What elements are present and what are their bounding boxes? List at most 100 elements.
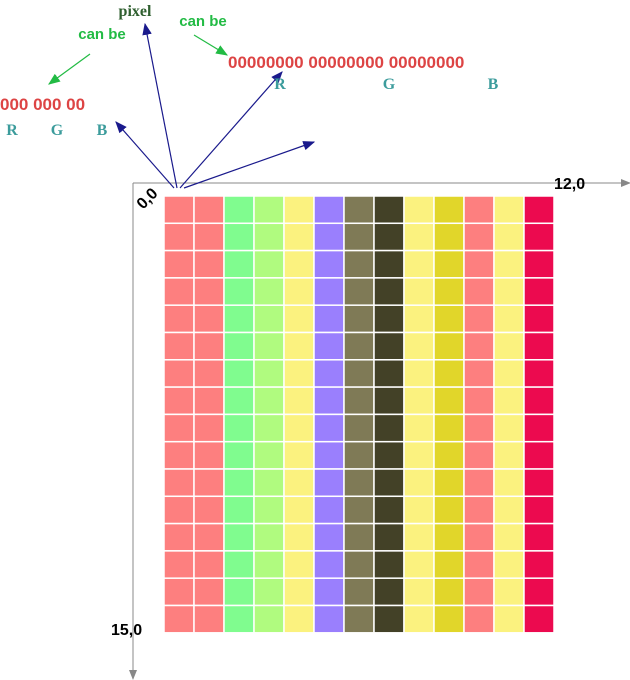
pixel-cell (403, 386, 435, 416)
pixel-cell (373, 413, 405, 443)
pixel-cell (163, 468, 195, 498)
pixel-cell (523, 468, 555, 498)
pixel-cell (493, 386, 525, 416)
pixel-cell (253, 413, 285, 443)
pixel-cell (193, 277, 225, 306)
pixel-cell (313, 522, 345, 552)
pixel-cell (313, 468, 345, 498)
pixel-cell (373, 249, 405, 279)
can-be-label: can be (78, 26, 126, 43)
pixel-cell (463, 249, 495, 279)
pixel-cell (403, 195, 435, 225)
pixel-cell (343, 277, 375, 306)
pixel-cell (433, 495, 465, 525)
pixel-cell (493, 359, 525, 388)
pixel-arrows (115, 22, 316, 189)
pixel-cell (463, 331, 495, 361)
pixel-cell (223, 550, 255, 579)
pixel-cell (523, 277, 555, 306)
channel-label: G (383, 76, 396, 93)
pixel-cell (433, 359, 465, 388)
pixel-cell (283, 468, 315, 498)
pixel-cell (223, 604, 255, 634)
pixel-cell (403, 304, 435, 334)
pixel-cell (343, 413, 375, 443)
pixel-cell (403, 522, 435, 552)
pixel-cell (403, 249, 435, 279)
y-end-label: 15,0 (111, 622, 142, 639)
pixel-cell (163, 413, 195, 443)
pixel-cell (433, 195, 465, 225)
pixel-cell (523, 222, 555, 252)
pixel-cell (433, 249, 465, 279)
pixel-cell (373, 522, 405, 552)
pixel-cell (283, 550, 315, 579)
pixel-cell (223, 222, 255, 252)
pixel-cell (163, 522, 195, 552)
channel-label: B (97, 122, 108, 139)
pixel-cell (433, 440, 465, 470)
pixel-cell (463, 577, 495, 607)
pixel-cell (313, 277, 345, 306)
pixel-cell (373, 550, 405, 579)
pixel-cell (193, 304, 225, 334)
pixel-cell (193, 249, 225, 279)
pixel-cell (253, 604, 285, 634)
pixel-cell (223, 413, 255, 443)
pixel-cell (493, 604, 525, 634)
arrow (48, 53, 91, 85)
pixel-cell (373, 222, 405, 252)
pixel-cell (283, 604, 315, 634)
pixel-cell (163, 577, 195, 607)
pixel-cell (193, 386, 225, 416)
pixel-cell (493, 468, 525, 498)
pixel-cell (433, 386, 465, 416)
pixel-cell (163, 386, 195, 416)
pixel-cell (193, 222, 225, 252)
channel-label: R (6, 122, 18, 139)
pixel-cell (313, 440, 345, 470)
arrow (183, 141, 316, 189)
pixel-cell (493, 249, 525, 279)
pixel-cell (193, 495, 225, 525)
pixel-cell (253, 386, 285, 416)
pixel-cell (223, 386, 255, 416)
pixel-cell (163, 277, 195, 306)
pixel-cell (493, 331, 525, 361)
pixel-cell (433, 577, 465, 607)
pixel-cell (283, 304, 315, 334)
pixel-cell (403, 413, 435, 443)
pixel-cell (193, 331, 225, 361)
pixel-cell (223, 495, 255, 525)
pixel-cell (223, 577, 255, 607)
pixel-cell (343, 386, 375, 416)
pixel-cell (283, 577, 315, 607)
channel-label: G (51, 122, 64, 139)
pixel-cell (433, 331, 465, 361)
pixel-cell (283, 440, 315, 470)
pixel-cell (403, 359, 435, 388)
pixel-cell (193, 195, 225, 225)
pixel-cell (253, 495, 285, 525)
pixel-cell (403, 222, 435, 252)
pixel-cell (253, 468, 285, 498)
pixel-cell (463, 222, 495, 252)
pixel-cell (523, 249, 555, 279)
pixel-cell (463, 413, 495, 443)
pixel-cell (523, 331, 555, 361)
pixel-cell (523, 604, 555, 634)
pixel-cell (373, 468, 405, 498)
pixel-cell (463, 277, 495, 306)
pixel-cell (343, 577, 375, 607)
pixel-cell (373, 331, 405, 361)
pixel-cell (163, 331, 195, 361)
pixel-cell (163, 550, 195, 579)
pixel-cell (373, 195, 405, 225)
pixel-cell (283, 413, 315, 443)
pixel-cell (163, 222, 195, 252)
can-be-label: can be (179, 13, 227, 30)
pixel-cell (313, 331, 345, 361)
pixel-cell (163, 495, 195, 525)
pixel-cell (523, 195, 555, 225)
